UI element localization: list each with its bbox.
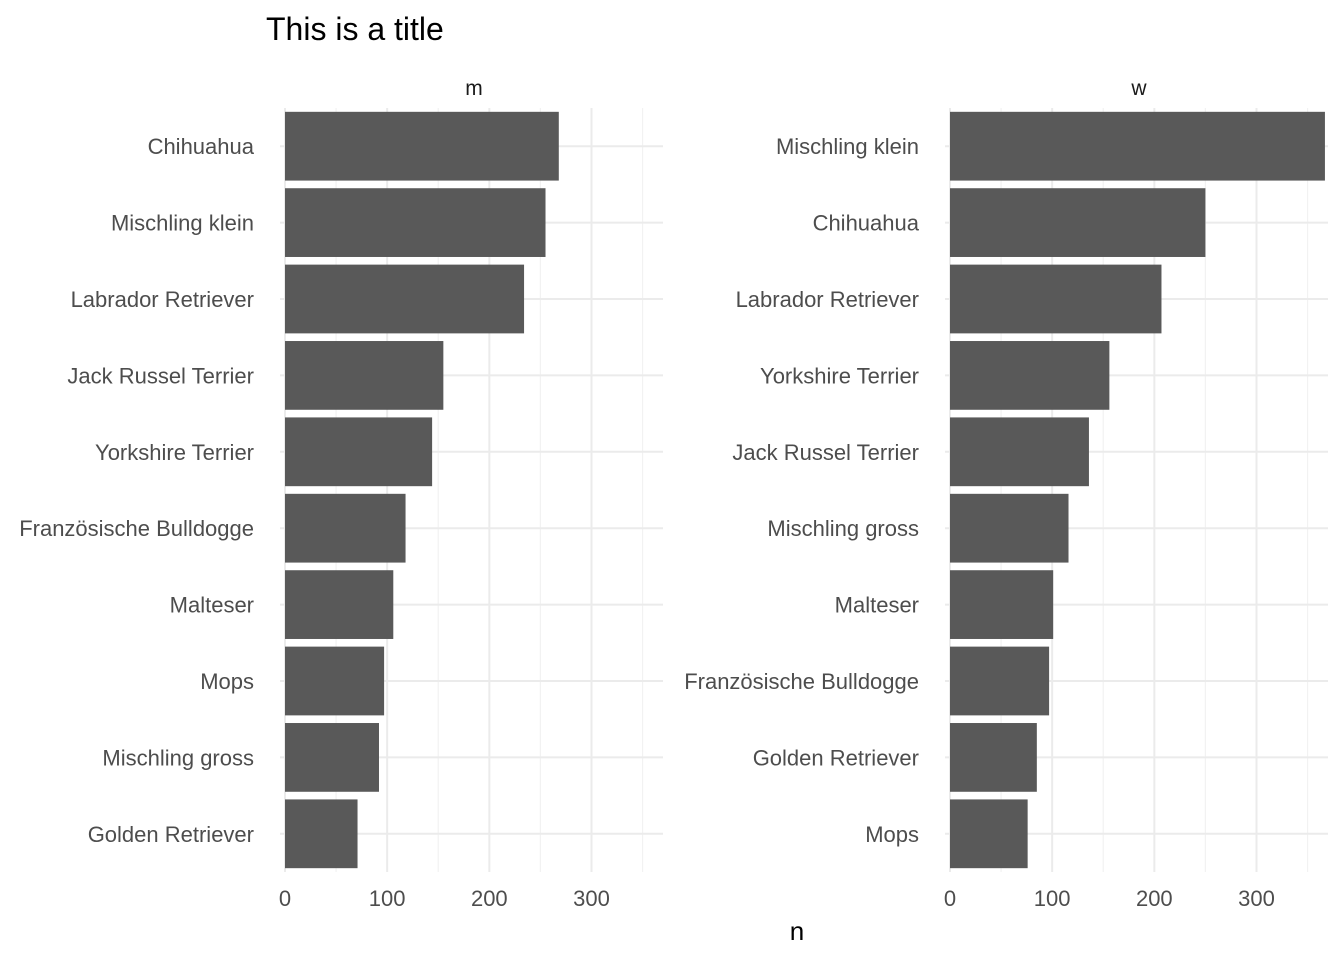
bar: [285, 417, 433, 487]
x-tick-label: 200: [471, 886, 508, 911]
category-label: Yorkshire Terrier: [760, 363, 919, 388]
bar: [950, 799, 1028, 869]
x-tick-label: 300: [573, 886, 610, 911]
facet-strip-label: w: [1130, 77, 1147, 100]
category-label: Chihuahua: [148, 134, 255, 159]
bar: [950, 341, 1110, 410]
category-label: Golden Retriever: [88, 822, 254, 847]
category-label: Labrador Retriever: [736, 287, 919, 312]
bar: [285, 799, 358, 869]
category-label: Mischling klein: [776, 134, 919, 159]
x-tick-label: 100: [1034, 886, 1071, 911]
bar: [285, 341, 444, 410]
category-label: Jack Russel Terrier: [732, 440, 919, 465]
category-label: Französische Bulldogge: [684, 669, 919, 694]
bar: [950, 493, 1069, 563]
bar: [950, 570, 1054, 639]
x-tick-label: 100: [369, 886, 406, 911]
category-label: Mops: [200, 669, 254, 694]
bar: [950, 264, 1162, 334]
category-label: Chihuahua: [813, 211, 920, 236]
bar: [285, 188, 546, 257]
category-label: Yorkshire Terrier: [95, 440, 254, 465]
panels: m Chihuahua Mischling klein Labrador Retrie…: [19, 77, 1328, 911]
bar: [285, 264, 525, 334]
bar: [950, 111, 1325, 181]
category-label: Malteser: [835, 593, 919, 618]
panel-w: w Mischling klein Chihuahua Labrador Retrie…: [684, 77, 1328, 911]
bar: [285, 493, 406, 563]
category-label: Malteser: [170, 593, 254, 618]
bar: [285, 646, 385, 716]
bar: [950, 723, 1037, 792]
panel-m: m Chihuahua Mischling klein Labrador Retrie…: [19, 77, 663, 911]
x-tick-label: 0: [944, 886, 956, 911]
category-label: Mischling gross: [102, 745, 254, 770]
category-label: Französische Bulldogge: [19, 516, 254, 541]
x-axis-label: n: [790, 916, 804, 946]
x-tick-label: 200: [1136, 886, 1173, 911]
category-label: Jack Russel Terrier: [67, 363, 254, 388]
category-label: Golden Retriever: [753, 745, 919, 770]
category-label: Mischling gross: [767, 516, 919, 541]
bar: [950, 417, 1089, 487]
bar: [285, 723, 379, 792]
x-tick-label: 300: [1238, 886, 1275, 911]
bar: [950, 646, 1050, 716]
category-label: Mops: [865, 822, 919, 847]
bar: [285, 111, 559, 181]
facet-strip-label: m: [465, 77, 483, 100]
category-label: Labrador Retriever: [71, 287, 254, 312]
chart-title: This is a title: [266, 11, 444, 47]
bar: [950, 188, 1206, 257]
x-tick-label: 0: [279, 886, 291, 911]
bar: [285, 570, 394, 639]
category-label: Mischling klein: [111, 211, 254, 236]
